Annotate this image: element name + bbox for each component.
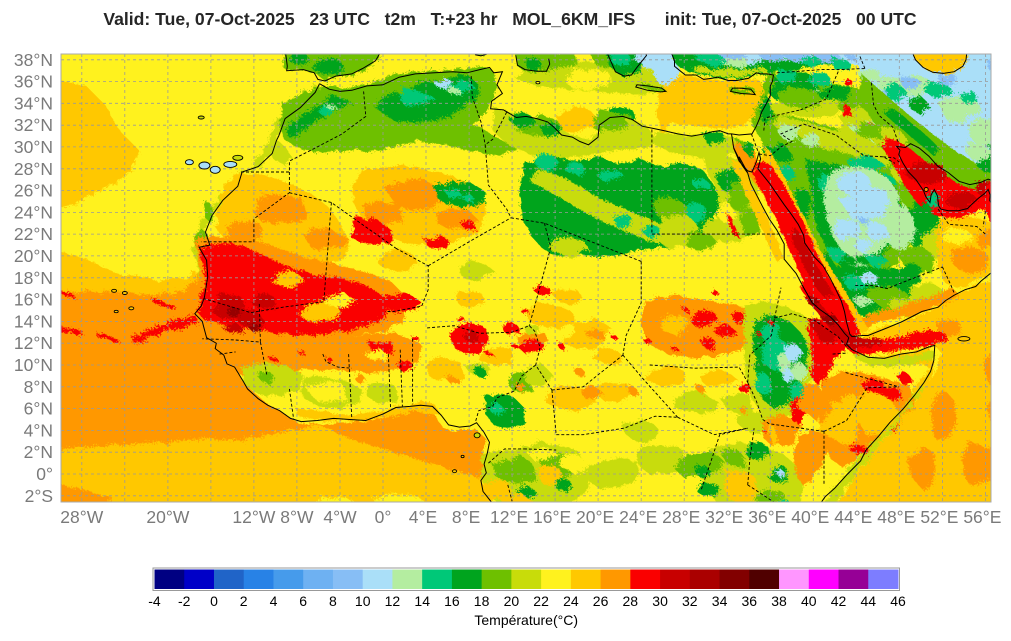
svg-text:16°E: 16°E [533,507,571,527]
svg-text:32°E: 32°E [705,507,743,527]
svg-text:4°N: 4°N [24,420,53,440]
svg-text:24°E: 24°E [619,507,657,527]
svg-text:4°E: 4°E [409,507,437,527]
svg-text:26: 26 [593,593,609,609]
svg-text:22°N: 22°N [14,224,53,244]
svg-text:24: 24 [563,593,579,609]
svg-text:20: 20 [504,593,520,609]
svg-text:16: 16 [444,593,460,609]
svg-text:8: 8 [329,593,337,609]
svg-text:56°E: 56°E [963,507,1001,527]
svg-text:14: 14 [414,593,430,609]
svg-text:20°W: 20°W [146,507,189,527]
svg-text:8°N: 8°N [24,377,53,397]
svg-text:18°N: 18°N [14,268,53,288]
svg-text:48°E: 48°E [877,507,915,527]
svg-text:0°: 0° [375,507,392,527]
svg-text:4°W: 4°W [323,507,357,527]
svg-text:12°E: 12°E [490,507,528,527]
svg-text:2°N: 2°N [24,442,53,462]
svg-text:-2: -2 [178,593,191,609]
svg-text:32°N: 32°N [14,115,53,135]
svg-text:18: 18 [474,593,490,609]
svg-text:38: 38 [771,593,787,609]
svg-text:4: 4 [270,593,278,609]
svg-text:30°N: 30°N [14,137,53,157]
svg-text:28°N: 28°N [14,159,53,179]
svg-text:42: 42 [831,593,847,609]
svg-text:20°N: 20°N [14,246,53,266]
svg-text:36°N: 36°N [14,72,53,92]
svg-text:44: 44 [861,593,877,609]
svg-text:30: 30 [652,593,668,609]
svg-text:40: 40 [801,593,817,609]
svg-text:22: 22 [533,593,549,609]
svg-text:28°W: 28°W [60,507,103,527]
svg-text:36: 36 [742,593,758,609]
svg-text:52°E: 52°E [920,507,958,527]
svg-text:28: 28 [623,593,639,609]
svg-text:6°N: 6°N [24,399,53,419]
svg-text:26°N: 26°N [14,181,53,201]
svg-text:10°N: 10°N [14,355,53,375]
svg-text:6: 6 [299,593,307,609]
svg-text:8°E: 8°E [452,507,480,527]
svg-text:32: 32 [682,593,698,609]
svg-text:12: 12 [385,593,401,609]
svg-text:34°N: 34°N [14,93,53,113]
svg-text:46: 46 [890,593,906,609]
svg-text:16°N: 16°N [14,290,53,310]
svg-text:0°: 0° [36,464,53,484]
svg-text:-4: -4 [148,593,161,609]
svg-text:36°E: 36°E [748,507,786,527]
svg-text:14°N: 14°N [14,311,53,331]
svg-text:2°S: 2°S [25,486,53,506]
svg-text:Température(°C): Température(°C) [474,612,578,628]
svg-text:2: 2 [240,593,248,609]
svg-text:Valid: Tue, 07-Oct-2025 23 U: Valid: Tue, 07-Oct-2025 23 UTC t2m T:+23… [103,9,917,29]
svg-text:44°E: 44°E [834,507,872,527]
svg-text:12°N: 12°N [14,333,53,353]
svg-text:0: 0 [210,593,218,609]
svg-text:20°E: 20°E [576,507,614,527]
svg-text:8°W: 8°W [280,507,314,527]
svg-text:38°N: 38°N [14,50,53,70]
svg-text:40°E: 40°E [791,507,829,527]
svg-text:28°E: 28°E [662,507,700,527]
svg-text:24°N: 24°N [14,202,53,222]
svg-text:10: 10 [355,593,371,609]
svg-text:34: 34 [712,593,728,609]
svg-text:12°W: 12°W [232,507,275,527]
